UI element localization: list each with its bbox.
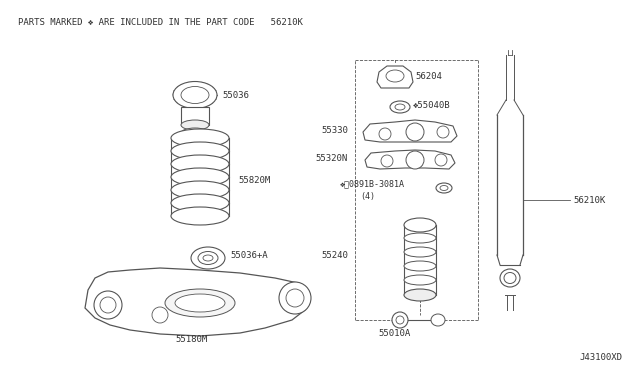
Circle shape (279, 282, 311, 314)
Ellipse shape (386, 70, 404, 82)
Circle shape (100, 297, 116, 313)
Text: 55820M: 55820M (238, 176, 270, 185)
Circle shape (406, 123, 424, 141)
Text: 56204: 56204 (415, 71, 442, 80)
Ellipse shape (500, 269, 520, 287)
Ellipse shape (404, 275, 436, 285)
Ellipse shape (171, 207, 229, 225)
Circle shape (152, 307, 168, 323)
Text: J43100XD: J43100XD (579, 353, 622, 362)
Bar (181, 107, 209, 125)
Circle shape (396, 316, 404, 324)
Ellipse shape (395, 104, 405, 110)
Ellipse shape (404, 233, 436, 243)
Circle shape (406, 151, 424, 169)
Circle shape (392, 312, 408, 328)
Text: 55240: 55240 (321, 250, 348, 260)
Ellipse shape (171, 155, 229, 173)
Text: 55036+A: 55036+A (230, 250, 268, 260)
Text: 55180M: 55180M (175, 336, 207, 344)
Ellipse shape (165, 289, 235, 317)
Ellipse shape (404, 289, 436, 301)
Ellipse shape (436, 183, 452, 193)
Ellipse shape (181, 87, 209, 103)
Circle shape (286, 289, 304, 307)
Ellipse shape (171, 142, 229, 160)
Ellipse shape (171, 129, 229, 147)
Circle shape (437, 126, 449, 138)
Circle shape (435, 154, 447, 166)
Ellipse shape (404, 218, 436, 232)
Ellipse shape (171, 181, 229, 199)
Polygon shape (365, 150, 455, 169)
Ellipse shape (390, 101, 410, 113)
Ellipse shape (404, 261, 436, 271)
Circle shape (379, 128, 391, 140)
Ellipse shape (203, 255, 213, 261)
Text: (4): (4) (360, 192, 375, 201)
Ellipse shape (173, 81, 217, 109)
Polygon shape (85, 268, 310, 336)
Ellipse shape (191, 247, 225, 269)
Ellipse shape (171, 194, 229, 212)
Ellipse shape (175, 294, 225, 312)
Circle shape (381, 155, 393, 167)
Polygon shape (363, 120, 457, 142)
Text: ❖⑀0891B-3081A: ❖⑀0891B-3081A (340, 180, 405, 189)
Circle shape (94, 291, 122, 319)
Ellipse shape (198, 251, 218, 264)
Ellipse shape (171, 168, 229, 186)
Text: 56210K: 56210K (573, 196, 605, 205)
Text: 55320N: 55320N (316, 154, 348, 163)
Text: 55010A: 55010A (379, 330, 411, 339)
Text: PARTS MARKED ❖ ARE INCLUDED IN THE PART CODE   56210K: PARTS MARKED ❖ ARE INCLUDED IN THE PART … (18, 18, 303, 27)
Ellipse shape (181, 128, 209, 138)
Ellipse shape (181, 120, 209, 130)
Ellipse shape (404, 247, 436, 257)
Text: ❖55040B: ❖55040B (413, 100, 451, 109)
Text: 55330: 55330 (321, 125, 348, 135)
Ellipse shape (431, 314, 445, 326)
Ellipse shape (440, 186, 448, 190)
Polygon shape (377, 66, 413, 88)
Ellipse shape (504, 273, 516, 283)
Text: 55036: 55036 (222, 90, 249, 99)
